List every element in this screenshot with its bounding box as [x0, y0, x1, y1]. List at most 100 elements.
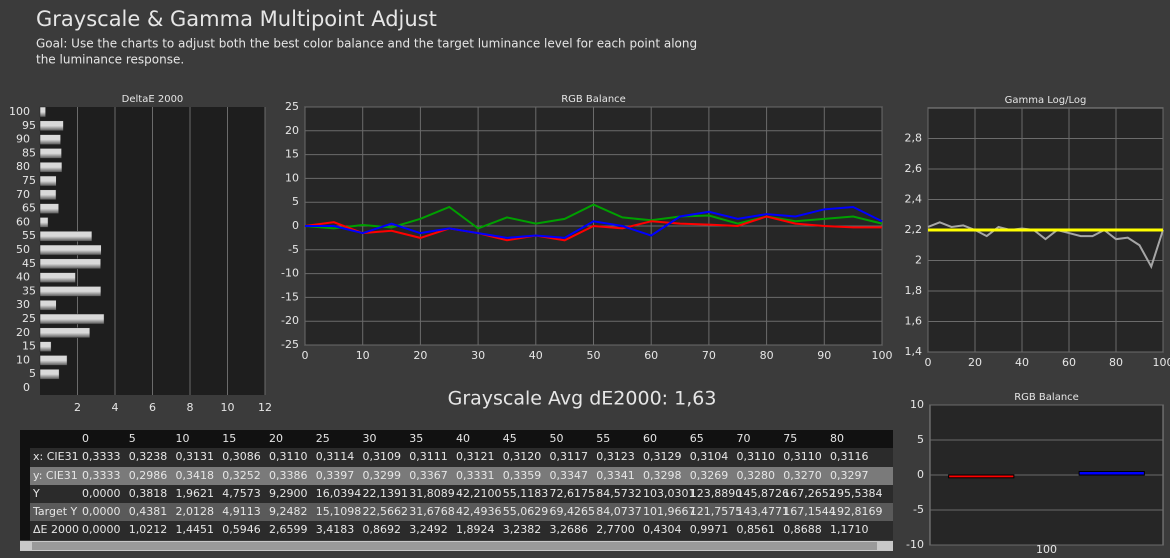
table-cell: 69,4265	[550, 505, 596, 518]
y-tick-label: -5	[288, 243, 299, 256]
table-row-label: ΔE 2000	[33, 523, 79, 536]
table-header: 75	[783, 432, 797, 445]
chart-title: RGB Balance	[1014, 392, 1079, 403]
y-tick-label: 65	[22, 202, 36, 215]
chart-title: DeltaE 2000	[122, 94, 184, 105]
y-tick-label: -10	[906, 538, 924, 551]
x-tick-label: 100	[1036, 543, 1057, 556]
x-tick-label: 20	[413, 349, 427, 362]
y-tick-label: 2,2	[905, 223, 923, 236]
bar	[948, 474, 1015, 479]
y-tick-label: -10	[281, 267, 299, 280]
y-tick-label: 55	[22, 229, 36, 242]
y-tick-label: 2,6	[905, 162, 923, 175]
y-tick-label: 2	[915, 254, 922, 267]
table-header: 60	[643, 432, 657, 445]
table-cell: 0,3299	[363, 469, 402, 482]
x-tick-label: 80	[1109, 356, 1123, 369]
chart-title: RGB Balance	[561, 94, 626, 105]
bar	[39, 355, 68, 366]
goal-text: the luminance response.	[36, 53, 184, 67]
table-header: 10	[176, 432, 190, 445]
bar	[39, 175, 57, 187]
table-cell: 9,2900	[269, 487, 308, 500]
bar	[39, 189, 57, 201]
table-cell: 0,5946	[222, 523, 261, 536]
x-tick-label: 100	[1153, 356, 1170, 369]
y-tick-label: 80	[16, 160, 30, 173]
table-header: 65	[690, 432, 704, 445]
x-tick-label: 10	[221, 401, 235, 414]
table-cell: 4,7573	[222, 487, 261, 500]
scrollbar-thumb[interactable]	[32, 542, 877, 550]
table-cell: 0,3359	[503, 469, 542, 482]
x-tick-label: 90	[817, 349, 831, 362]
table-cell: 0,3110	[737, 450, 776, 463]
y-tick-label: -25	[281, 338, 299, 351]
table-header: 40	[456, 432, 470, 445]
y-tick-label: 5	[292, 195, 299, 208]
bar	[39, 203, 59, 214]
table-header: 50	[550, 432, 564, 445]
y-tick-label: 1,8	[905, 284, 923, 297]
table-header: 45	[503, 432, 517, 445]
table-cell: 1,0212	[129, 523, 168, 536]
table-cell: 0,3347	[550, 469, 589, 482]
x-tick-label: 40	[1015, 356, 1029, 369]
table-header: 55	[596, 432, 610, 445]
bar	[39, 272, 76, 283]
table-cell: 2,7700	[596, 523, 635, 536]
y-tick-label: 85	[22, 146, 36, 159]
table-cell: 16,0394	[316, 487, 362, 500]
table-cell: 0,3120	[503, 450, 542, 463]
table-cell: 72,6175	[550, 487, 596, 500]
table-cell: 0,3386	[269, 469, 308, 482]
y-tick-label: 20	[16, 326, 30, 339]
y-tick-label: 100	[9, 105, 30, 118]
table-cell: 101,9667	[643, 505, 696, 518]
table-header: 25	[316, 432, 330, 445]
table-cell: 0,8692	[363, 523, 402, 536]
y-tick-label: 2,4	[905, 193, 923, 206]
x-tick-label: 50	[587, 349, 601, 362]
table-header-bg	[30, 430, 893, 448]
table-cell: 3,4183	[316, 523, 355, 536]
x-tick-label: 10	[356, 349, 370, 362]
table-header: 5	[129, 432, 136, 445]
y-tick-label: 0	[292, 219, 299, 232]
table-cell: 0,3086	[222, 450, 261, 463]
table-cell: 0,9971	[690, 523, 729, 536]
table-cell: 31,8089	[409, 487, 455, 500]
table-cell: 0,3131	[176, 450, 215, 463]
x-tick-label: 60	[644, 349, 658, 362]
table-cell: 84,0737	[596, 505, 642, 518]
x-tick-label: 6	[149, 401, 156, 414]
table-cell: 42,4936	[456, 505, 502, 518]
bar	[39, 244, 102, 256]
y-tick-label: 25	[285, 100, 299, 113]
y-tick-label: 40	[16, 271, 30, 284]
chart-title: Gamma Log/Log	[1005, 95, 1087, 106]
x-tick-label: 80	[760, 349, 774, 362]
table-cell: 1,4451	[176, 523, 215, 536]
bar	[39, 368, 60, 380]
y-tick-label: -20	[281, 314, 299, 327]
table-cell: 145,8726	[737, 487, 790, 500]
x-tick-label: 4	[112, 401, 119, 414]
table-cell: 15,1098	[316, 505, 362, 518]
y-tick-label: 0	[917, 468, 924, 481]
table-cell: 0,3818	[129, 487, 168, 500]
y-tick-label: 5	[917, 433, 924, 446]
table-cell: 0,3114	[316, 450, 355, 463]
table-cell: 0,4381	[129, 505, 168, 518]
table-cell: 0,8688	[783, 523, 822, 536]
table-cell: 123,8890	[690, 487, 743, 500]
x-tick-label: 8	[187, 401, 194, 414]
y-tick-label: 50	[16, 243, 30, 256]
table-row-label: x: CIE31	[33, 450, 79, 463]
table-row-label: Target Y	[32, 505, 78, 518]
x-tick-label: 2	[74, 401, 81, 414]
y-tick-label: 25	[22, 312, 36, 325]
table-cell: 0,3123	[596, 450, 635, 463]
table-row-label: y: CIE31	[33, 469, 78, 482]
